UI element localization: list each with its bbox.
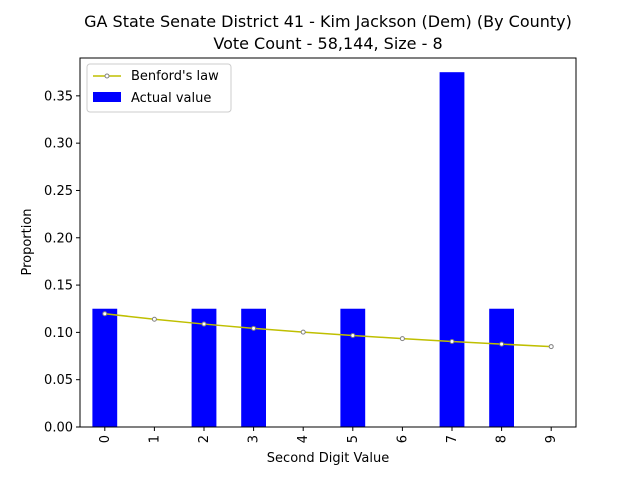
benford-point-4 [300, 329, 306, 335]
y-tick-label-0.15: 0.15 [44, 279, 73, 294]
y-tick-label-0.35: 0.35 [44, 89, 73, 104]
bar-digit-8 [489, 308, 514, 427]
legend-benford-label: Benford's law [131, 69, 219, 84]
legend-benford-marker [104, 73, 110, 79]
y-tick-label-0.05: 0.05 [44, 373, 73, 388]
x-tick-label-6: 6 [395, 435, 410, 443]
benford-point-7 [449, 338, 455, 344]
legend-actual-label: Actual value [131, 91, 211, 106]
benford-point-1 [151, 316, 157, 322]
bar-digit-0 [92, 308, 118, 427]
x-tick-label-4: 4 [296, 435, 311, 443]
bar-digit-2 [191, 308, 217, 427]
chart-title: GA State Senate District 41 - Kim Jackso… [84, 12, 572, 31]
benford-point-2 [201, 321, 207, 327]
x-tick-label-7: 7 [445, 435, 460, 443]
x-tick-label-8: 8 [495, 435, 510, 443]
y-tick-label-0.20: 0.20 [44, 231, 73, 246]
y-tick-label-0.10: 0.10 [44, 326, 73, 341]
x-tick-label-3: 3 [247, 435, 262, 443]
benford-line [104, 313, 552, 348]
y-axis-ticks: 0.00 0.05 0.10 0.15 0.20 0.25 0.30 0.35 [44, 89, 80, 436]
benford-point-9 [548, 344, 554, 350]
legend-actual-swatch [93, 92, 121, 102]
benford-point-5 [350, 333, 356, 339]
x-axis-label: Second Digit Value [267, 451, 389, 466]
y-tick-label-0.25: 0.25 [44, 184, 73, 199]
legend-frame [86, 63, 232, 113]
x-tick-label-5: 5 [346, 435, 361, 443]
y-tick-label-0.00: 0.00 [44, 421, 73, 436]
x-tick-label-1: 1 [147, 435, 162, 443]
x-tick-label-9: 9 [544, 435, 559, 443]
benford-point-6 [399, 336, 405, 342]
benford-line-layer [102, 311, 554, 350]
x-tick-label-0: 0 [98, 435, 113, 443]
legend: Benford's law Actual value [86, 63, 232, 113]
x-axis-ticks: 0 1 2 3 4 5 6 7 8 9 [98, 427, 559, 443]
bar-digit-5 [340, 308, 366, 427]
benford-point-3 [251, 325, 257, 331]
y-axis-label: Proportion [20, 208, 35, 275]
bar-digit-7 [439, 72, 465, 427]
benford-point-0 [102, 311, 108, 317]
plot-frame [79, 57, 577, 428]
chart-subtitle: Vote Count - 58,144, Size - 8 [213, 34, 442, 53]
benford-point-8 [499, 341, 505, 347]
bars-layer [92, 72, 514, 427]
x-tick-label-2: 2 [197, 435, 212, 443]
y-tick-label-0.30: 0.30 [44, 137, 73, 152]
